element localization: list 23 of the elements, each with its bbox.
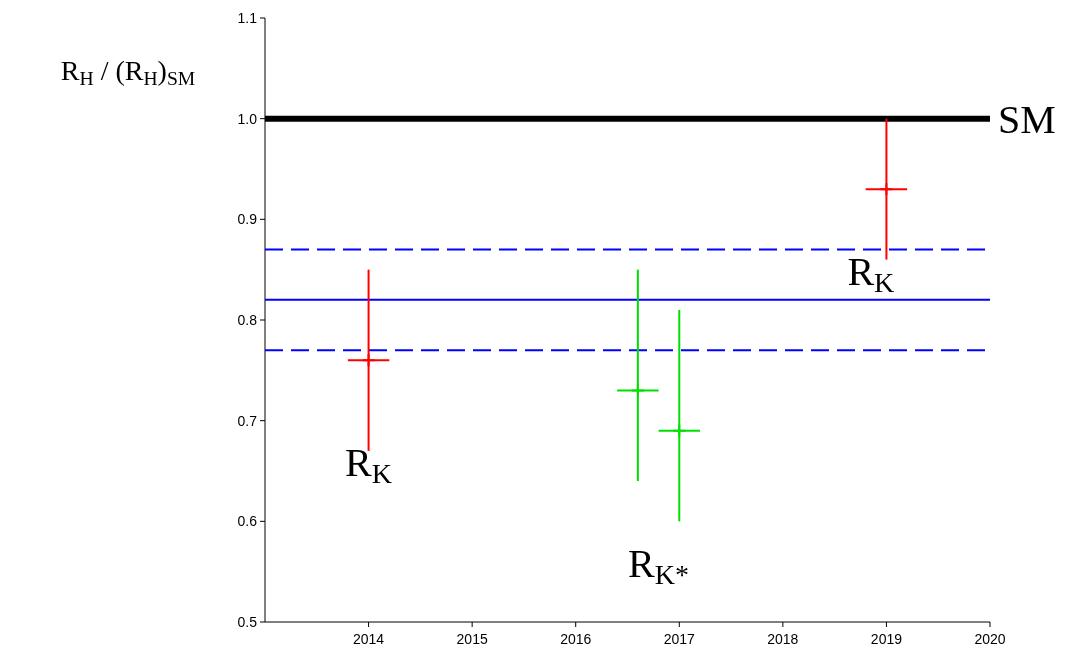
x-tick-label: 2020 [974,631,1006,647]
x-tick-label: 2015 [456,631,488,647]
y-tick-label: 1.1 [237,9,258,26]
y-tick-label: 0.6 [237,513,258,530]
y-tick-label: 0.5 [237,613,258,630]
y-tick-label: 0.9 [237,211,258,228]
point [630,383,645,398]
x-tick-label: 2017 [663,631,696,647]
x-tick-label: 2014 [352,631,385,647]
y-tick-label: 0.7 [237,412,258,429]
y-axis-title: R$_{H}$ / (R$_{H}$)$_{SM}$ [60,55,196,89]
point [672,423,687,438]
y-tick-label: 1.0 [237,110,258,127]
point [879,182,894,197]
x-tick-label: 2019 [870,631,903,647]
x-tick-label: 2016 [560,631,592,647]
y-tick-label: 0.8 [237,311,258,328]
annotation: R$_{K}$ [847,248,895,298]
ref-line-label: SM [998,96,1056,142]
annotation: R$_{K*}$ [628,540,690,590]
annotation: R$_{K}$ [345,440,393,490]
point [361,353,376,368]
x-tick-label: 2018 [767,631,799,647]
